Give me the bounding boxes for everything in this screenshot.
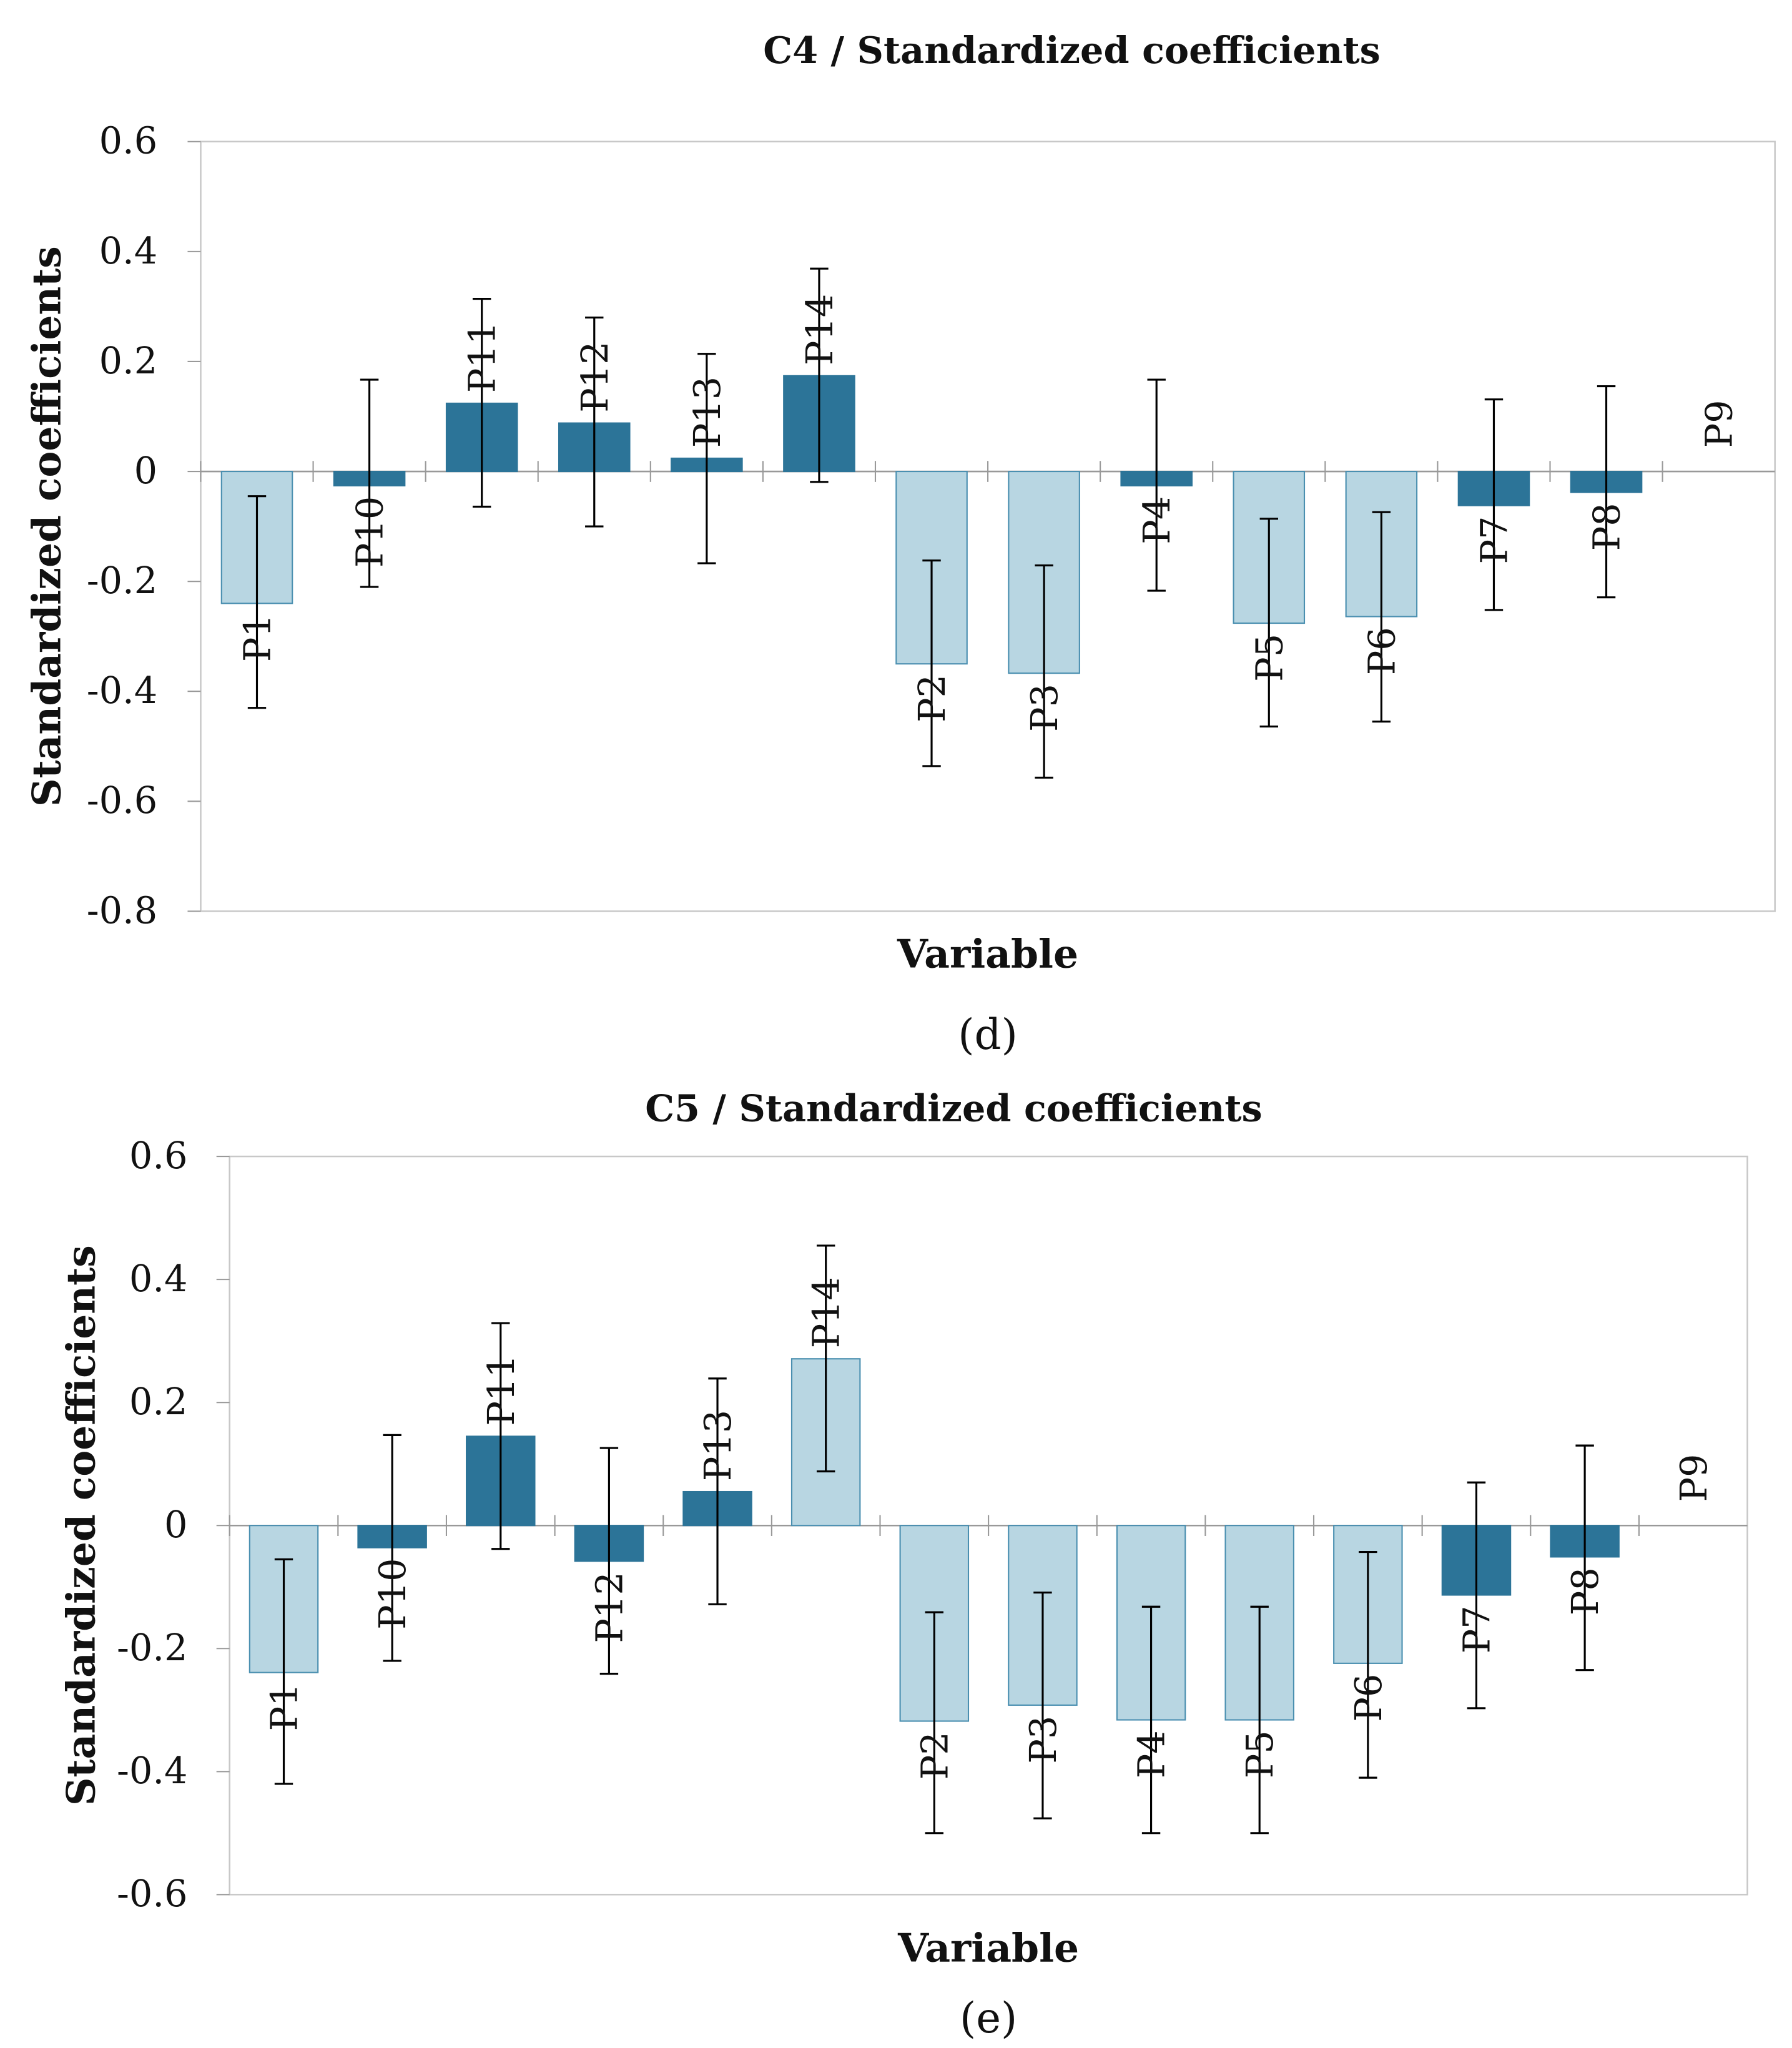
category-label-P6: P6 [1347, 1674, 1390, 1722]
category-label-P12: P12 [588, 1572, 631, 1643]
y-tick-label: -0.6 [87, 779, 157, 822]
y-tick-label: -0.2 [117, 1626, 187, 1669]
category-label-P14: P14 [798, 294, 841, 365]
y-tick-label: 0.6 [99, 119, 158, 162]
y-tick-label: 0.2 [129, 1380, 188, 1423]
category-label-P4: P4 [1130, 1730, 1173, 1778]
panel-label: (e) [960, 1994, 1017, 2042]
category-label-P1: P1 [235, 614, 278, 662]
category-label-P1: P1 [262, 1683, 305, 1731]
y-tick-label: -0.2 [87, 559, 157, 602]
category-label-P8: P8 [1585, 503, 1628, 551]
y-tick-label: -0.8 [87, 889, 157, 932]
y-tick-label: 0.4 [99, 229, 158, 272]
y-axis-label: Standardized coefficients [57, 1245, 104, 1806]
category-label-P6: P6 [1360, 627, 1403, 675]
category-label-P9: P9 [1698, 400, 1741, 448]
category-label-P5: P5 [1248, 634, 1291, 682]
category-label-P11: P11 [480, 1354, 523, 1425]
y-tick-label: -0.6 [117, 1872, 187, 1915]
y-tick-label: 0.4 [129, 1257, 188, 1300]
category-label-P13: P13 [696, 1410, 739, 1481]
category-label-P2: P2 [910, 674, 953, 722]
category-label-P7: P7 [1472, 516, 1515, 564]
category-label-P10: P10 [371, 1558, 414, 1629]
category-label-P14: P14 [805, 1277, 848, 1348]
chart-panel-e: C5 / Standardized coefficients Standardiz… [57, 1086, 1748, 2042]
category-label-P10: P10 [348, 496, 391, 568]
chart-panel-d: C4 / Standardized coefficients Standardiz… [24, 29, 1776, 1059]
x-axis-label: Variable [897, 931, 1078, 977]
y-tick-label: -0.4 [87, 669, 157, 712]
y-tick-label: 0 [134, 449, 157, 492]
category-label-P8: P8 [1563, 1567, 1607, 1615]
category-label-P12: P12 [573, 341, 616, 412]
y-tick-label: -0.4 [117, 1749, 187, 1792]
category-label-P3: P3 [1022, 1716, 1065, 1764]
panel-label: (d) [958, 1010, 1017, 1059]
y-tick-label: 0.6 [129, 1134, 188, 1177]
category-label-P4: P4 [1135, 496, 1178, 544]
category-label-P3: P3 [1023, 684, 1066, 732]
category-label-P11: P11 [461, 322, 504, 393]
chart-title: C5 / Standardized coefficients [645, 1086, 1262, 1130]
category-label-P5: P5 [1238, 1730, 1281, 1778]
x-axis-label: Variable [897, 1924, 1079, 1971]
category-label-P7: P7 [1455, 1605, 1498, 1653]
y-tick-label: 0.2 [99, 339, 158, 382]
plot-area [200, 140, 1776, 912]
category-label-P9: P9 [1672, 1454, 1715, 1502]
category-label-P2: P2 [913, 1731, 956, 1780]
category-label-P13: P13 [686, 377, 729, 448]
y-axis-label: Standardized coefficients [24, 246, 70, 807]
chart-title: C4 / Standardized coefficients [763, 29, 1380, 72]
y-tick-label: 0 [164, 1503, 187, 1546]
